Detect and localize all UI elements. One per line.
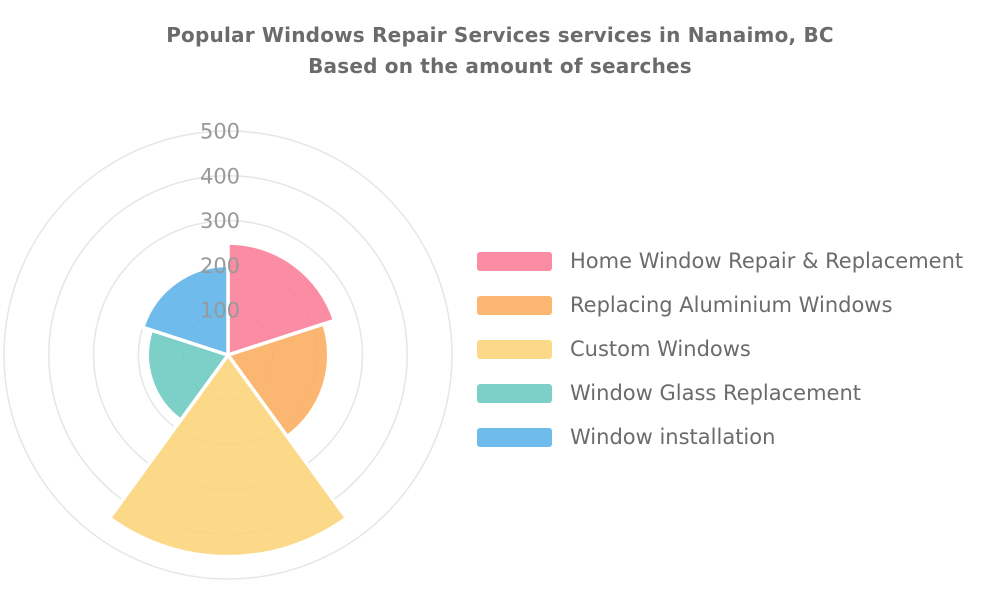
legend-label: Custom Windows xyxy=(570,337,751,361)
legend-swatch xyxy=(477,427,552,447)
legend-label: Replacing Aluminium Windows xyxy=(570,293,893,317)
rose-slice[interactable] xyxy=(107,353,349,559)
legend-item[interactable]: Window installation xyxy=(477,415,963,459)
rose-slice[interactable] xyxy=(226,322,331,439)
chart-title-line2: Based on the amount of searches xyxy=(308,54,692,78)
radial-axis-label: 200 xyxy=(200,254,240,278)
legend-item[interactable]: Window Glass Replacement xyxy=(477,371,963,415)
rose-slice[interactable] xyxy=(226,241,337,357)
legend-item[interactable]: Custom Windows xyxy=(477,327,963,371)
page-title: Popular Windows Repair Services services… xyxy=(0,20,1000,82)
radial-axis-label: 400 xyxy=(200,164,240,188)
legend-label: Home Window Repair & Replacement xyxy=(570,249,964,273)
radial-axis-label: 100 xyxy=(200,299,240,323)
legend-label: Window installation xyxy=(570,425,776,449)
legend-label: Window Glass Replacement xyxy=(570,381,861,405)
radial-axis-label: 300 xyxy=(200,209,240,233)
chart-title-line1: Popular Windows Repair Services services… xyxy=(166,23,834,47)
grid-circle xyxy=(3,130,453,580)
legend-swatch xyxy=(477,383,552,403)
radial-axis-label: 500 xyxy=(200,120,240,144)
legend-item[interactable]: Replacing Aluminium Windows xyxy=(477,283,963,327)
legend-swatch xyxy=(477,295,552,315)
rose-slice[interactable] xyxy=(145,328,230,422)
legend-swatch xyxy=(477,251,552,271)
rose-slice[interactable] xyxy=(141,263,230,357)
legend-swatch xyxy=(477,339,552,359)
legend: Home Window Repair & Replacement Replaci… xyxy=(477,239,963,459)
legend-item[interactable]: Home Window Repair & Replacement xyxy=(477,239,963,283)
